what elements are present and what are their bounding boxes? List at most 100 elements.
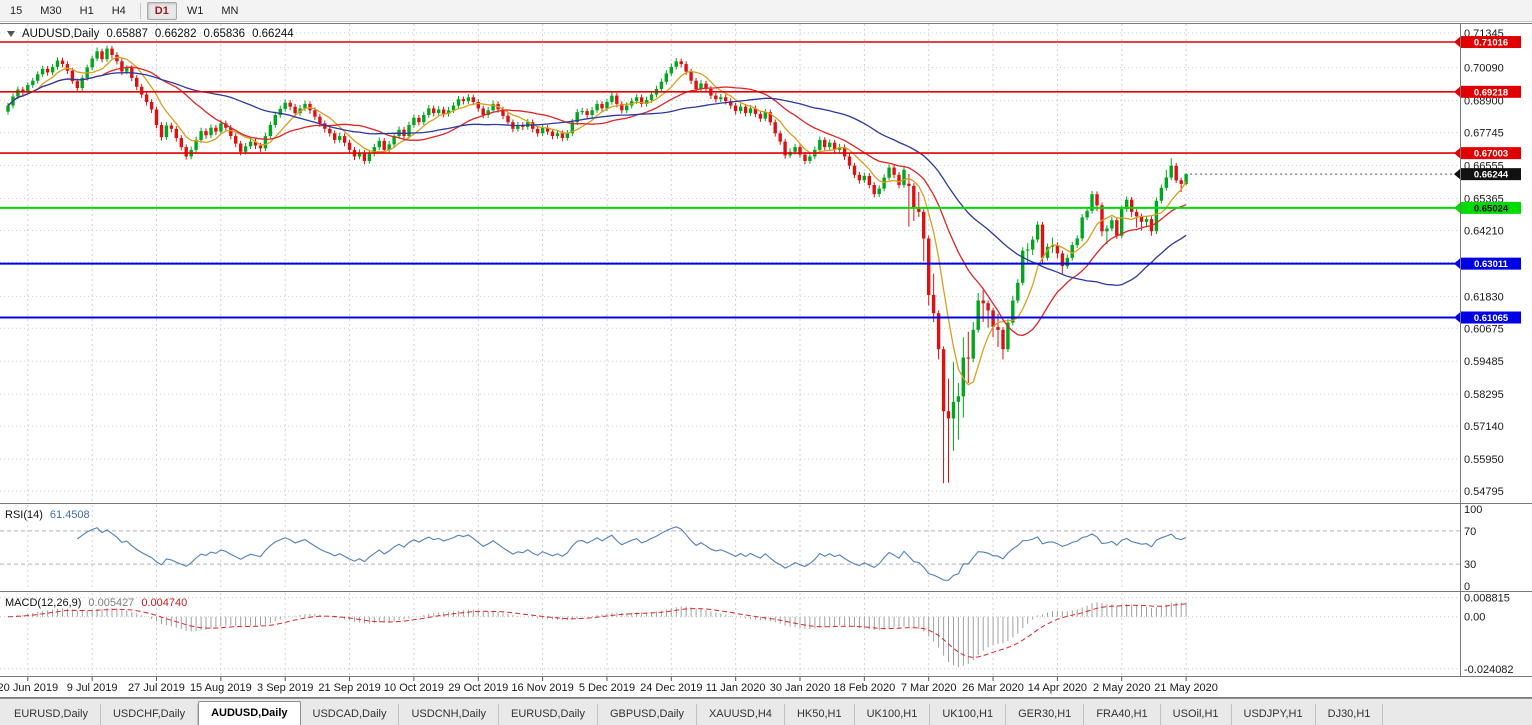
price-axis-label: 0.70090	[1464, 63, 1504, 75]
svg-text:0.69218: 0.69218	[1474, 87, 1508, 98]
timeframe-button-d1[interactable]: D1	[146, 1, 177, 20]
svg-text:0.63011: 0.63011	[1474, 259, 1509, 270]
chart-tab-usoil-h1[interactable]: USOil,H1	[1161, 704, 1232, 725]
current-price-marker: 0.66244	[1454, 168, 1521, 181]
time-axis-label: 27 Jul 2019	[128, 682, 185, 694]
price-axis[interactable]: 0.713450.700900.689000.677450.665550.653…	[1464, 28, 1504, 498]
time-axis-label: 29 Oct 2019	[448, 682, 508, 694]
time-axis-label: 21 Sep 2019	[318, 682, 380, 694]
timeframe-button-h4[interactable]: H4	[111, 4, 126, 17]
price-marker-0.67003: 0.67003	[1454, 147, 1521, 160]
rsi-axis-label: 100	[1464, 504, 1482, 516]
chart-tab-gbpusd-daily[interactable]: GBPUSD,Daily	[598, 704, 697, 725]
timeframe-button-15[interactable]: 15	[10, 4, 23, 17]
macd-axis-label: 0.00	[1464, 612, 1485, 624]
ohlc-open: 0.65887	[106, 28, 148, 40]
time-axis-label: 9 Jul 2019	[67, 682, 118, 694]
price-axis-label: 0.54795	[1464, 486, 1504, 498]
price-marker-0.63011: 0.63011	[1454, 257, 1521, 270]
time-axis-label: 5 Dec 2019	[579, 682, 635, 694]
time-axis-label: 16 Nov 2019	[511, 682, 573, 694]
chart-symbol-period: AUDUSD,Daily	[22, 28, 100, 40]
timeframe-button-w1[interactable]: W1	[186, 4, 204, 17]
price-axis-label: 0.59485	[1464, 356, 1504, 368]
time-axis-label: 10 Oct 2019	[384, 682, 444, 694]
price-marker-0.65024: 0.65024	[1454, 201, 1521, 214]
macd-axis[interactable]: 0.008815 0.00 -0.024082	[1464, 593, 1514, 676]
time-axis-label: 15 Aug 2019	[190, 682, 252, 694]
rsi-axis[interactable]: 100 70 30 0	[1464, 504, 1482, 593]
macd-axis-label: -0.024082	[1464, 664, 1514, 676]
time-axis-label: 18 Feb 2020	[833, 682, 895, 694]
macd-main-value: 0.005427	[88, 597, 135, 609]
price-marker-0.71016: 0.71016	[1454, 36, 1521, 49]
timeframe-toolbar: 15 M30 H1 H4 D1 W1 MN	[0, 0, 1532, 22]
chart-tab-uk100-h1[interactable]: UK100,H1	[855, 704, 931, 725]
time-axis-label: 2 May 2020	[1093, 682, 1150, 694]
price-axis-label: 0.57140	[1464, 421, 1504, 433]
time-axis[interactable]: 20 Jun 2019 9 Jul 2019 27 Jul 2019 15 Aug 2…	[0, 677, 1218, 694]
time-axis-label: 20 Jun 2019	[0, 682, 58, 694]
rsi-name: RSI(14)	[5, 509, 43, 521]
svg-text:0.65024: 0.65024	[1474, 203, 1509, 214]
ohlc-low: 0.65836	[203, 28, 246, 40]
chart-tab-fra40-h1[interactable]: FRA40,H1	[1084, 704, 1161, 725]
chart-tab-uk100-h1[interactable]: UK100,H1	[930, 704, 1007, 725]
timeframe-button-mn[interactable]: MN	[221, 4, 239, 17]
rsi-value: 61.4508	[49, 509, 90, 521]
macd-name: MACD(12,26,9)	[5, 597, 82, 609]
time-axis-label: 26 Mar 2020	[962, 682, 1024, 694]
rsi-axis-label: 0	[1464, 581, 1470, 593]
time-axis-label: 21 May 2020	[1154, 682, 1218, 694]
ma-medium-red	[7, 66, 1187, 337]
timeframe-button-h1[interactable]: H1	[79, 4, 94, 17]
rsi-axis-label: 30	[1464, 559, 1476, 571]
ma-fast-orange	[7, 56, 1187, 386]
panel-borders	[0, 23, 1532, 698]
time-axis-label: 3 Sep 2019	[257, 682, 313, 694]
rsi-indicator-label: RSI(14) 61.4508	[5, 509, 90, 521]
price-marker-0.69218: 0.69218	[1454, 85, 1521, 98]
chart-tab-eurusd-daily[interactable]: EURUSD,Daily	[499, 704, 598, 725]
macd-signal-value: 0.004740	[141, 597, 188, 609]
chart-tab-ger30-h1[interactable]: GER30,H1	[1006, 704, 1085, 725]
price-axis-label: 0.61830	[1464, 291, 1504, 303]
ohlc-close: 0.66244	[252, 28, 294, 40]
chart-tab-dj30-h1[interactable]: DJ30,H1	[1316, 704, 1384, 725]
chart-tab-usdcad-daily[interactable]: USDCAD,Daily	[301, 704, 400, 725]
grid	[0, 24, 1460, 675]
price-axis-label: 0.58295	[1464, 389, 1504, 401]
rsi-line	[76, 526, 1187, 581]
chart-tab-usdchf-daily[interactable]: USDCHF,Daily	[101, 704, 199, 725]
chart-tab-hk50-h1[interactable]: HK50,H1	[785, 704, 855, 725]
chart-tab-usdjpy-h1[interactable]: USDJPY,H1	[1232, 704, 1316, 725]
rsi-axis-label: 70	[1464, 526, 1476, 538]
chart-tab-audusd-daily[interactable]: AUDUSD,Daily	[198, 701, 301, 725]
svg-text:0.66244: 0.66244	[1474, 170, 1509, 181]
price-axis-label: 0.67745	[1464, 128, 1504, 140]
macd-indicator-label: MACD(12,26,9) 0.005427 0.004740	[5, 597, 187, 609]
chart-tab-usdcnh-daily[interactable]: USDCNH,Daily	[399, 704, 500, 725]
svg-text:0.71016: 0.71016	[1474, 38, 1508, 49]
price-axis-label: 0.68900	[1464, 96, 1504, 108]
price-marker-0.61065: 0.61065	[1454, 311, 1521, 324]
price-axis-label: 0.60675	[1464, 323, 1504, 335]
svg-text:0.61065: 0.61065	[1474, 313, 1509, 324]
time-axis-label: 14 Apr 2020	[1028, 682, 1087, 694]
price-markers: 0.71016 0.69218 0.67003 0.65024 0.63011 0.610…	[1454, 36, 1521, 324]
macd-signal-line	[7, 603, 1187, 658]
candlesticks	[6, 45, 1188, 484]
time-axis-label: 30 Jan 2020	[770, 682, 831, 694]
macd-axis-label: 0.008815	[1464, 593, 1510, 605]
svg-text:0.67003: 0.67003	[1474, 149, 1508, 160]
chart-tab-eurusd-daily[interactable]: EURUSD,Daily	[2, 704, 101, 725]
chart-tab-xauusd-h4[interactable]: XAUUSD,H4	[697, 704, 785, 725]
timeframe-button-m30[interactable]: M30	[40, 4, 62, 17]
toolbar-separator	[139, 2, 141, 19]
time-axis-label: 7 Mar 2020	[901, 682, 957, 694]
macd-histogram	[12, 602, 1187, 668]
ohlc-high: 0.66282	[154, 28, 197, 40]
chart-canvas[interactable]: 0.713450.700900.689000.677450.665550.653…	[0, 0, 1532, 698]
symbol-marker-icon	[7, 31, 15, 37]
